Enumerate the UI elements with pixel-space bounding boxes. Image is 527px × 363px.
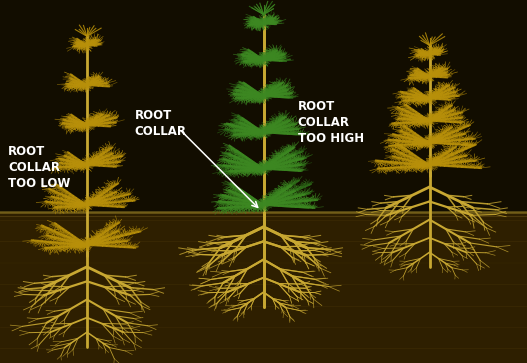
Text: ROOT
COLLAR
TOO HIGH: ROOT COLLAR TOO HIGH	[298, 100, 364, 145]
Text: ROOT
COLLAR: ROOT COLLAR	[134, 109, 187, 138]
Text: ROOT
COLLAR
TOO LOW: ROOT COLLAR TOO LOW	[8, 145, 70, 190]
Polygon shape	[0, 212, 527, 363]
